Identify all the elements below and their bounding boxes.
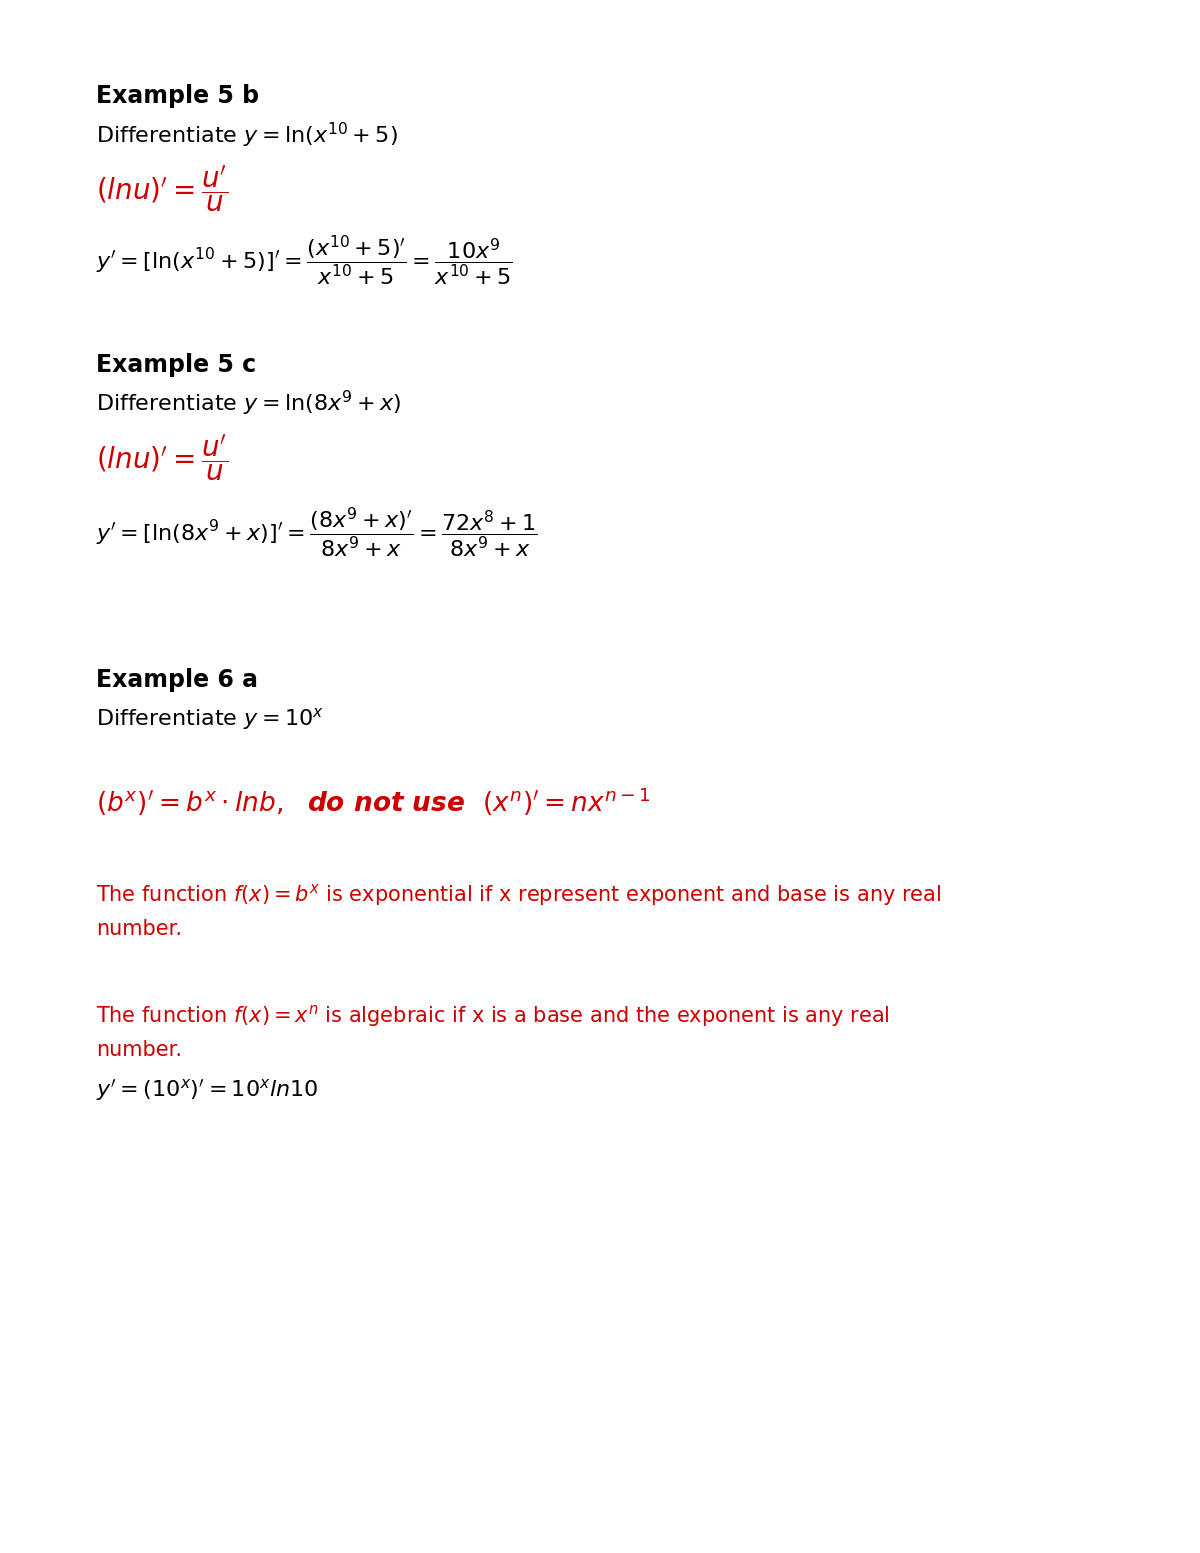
Text: Differentiate $y = \ln(8x^{9} + x)$: Differentiate $y = \ln(8x^{9} + x)$ <box>96 390 401 418</box>
Text: The function $f(x) = b^x$ is exponential if x represent exponent and base is any: The function $f(x) = b^x$ is exponential… <box>96 882 942 907</box>
Text: $y' = [\ln(x^{10} + 5)]' = \dfrac{(x^{10} + 5)'}{x^{10} + 5} = \dfrac{10x^{9}}{x: $y' = [\ln(x^{10} + 5)]' = \dfrac{(x^{10… <box>96 233 512 289</box>
Text: $(b^x)' = b^x \cdot \mathit{ln}b,$  do not use  $(x^n)' = nx^{n-1}$: $(b^x)' = b^x \cdot \mathit{ln}b,$ do no… <box>96 786 650 817</box>
Text: Differentiate $y = 10^{x}$: Differentiate $y = 10^{x}$ <box>96 707 324 731</box>
Text: $(\mathit{lnu})' = \dfrac{u'}{u}$: $(\mathit{lnu})' = \dfrac{u'}{u}$ <box>96 163 228 216</box>
Text: Example 5 b: Example 5 b <box>96 84 259 109</box>
Text: $y' = (10^x)' = 10^x\mathit{ln}10$: $y' = (10^x)' = 10^x\mathit{ln}10$ <box>96 1078 318 1103</box>
Text: The function $f(x) = x^n$ is algebraic if x is a base and the exponent is any re: The function $f(x) = x^n$ is algebraic i… <box>96 1003 890 1028</box>
Text: number.: number. <box>96 1041 182 1059</box>
Text: $y' = [\ln(8x^{9} + x)]' = \dfrac{(8x^{9} + x)'}{8x^{9} + x} = \dfrac{72x^{8} + : $y' = [\ln(8x^{9} + x)]' = \dfrac{(8x^{9… <box>96 505 538 561</box>
Text: number.: number. <box>96 919 182 938</box>
Text: $(\mathit{lnu})' = \dfrac{u'}{u}$: $(\mathit{lnu})' = \dfrac{u'}{u}$ <box>96 432 228 485</box>
Text: Example 5 c: Example 5 c <box>96 353 256 377</box>
Text: Differentiate $y = \ln(x^{10} + 5)$: Differentiate $y = \ln(x^{10} + 5)$ <box>96 121 398 149</box>
Text: Example 6 a: Example 6 a <box>96 668 258 693</box>
